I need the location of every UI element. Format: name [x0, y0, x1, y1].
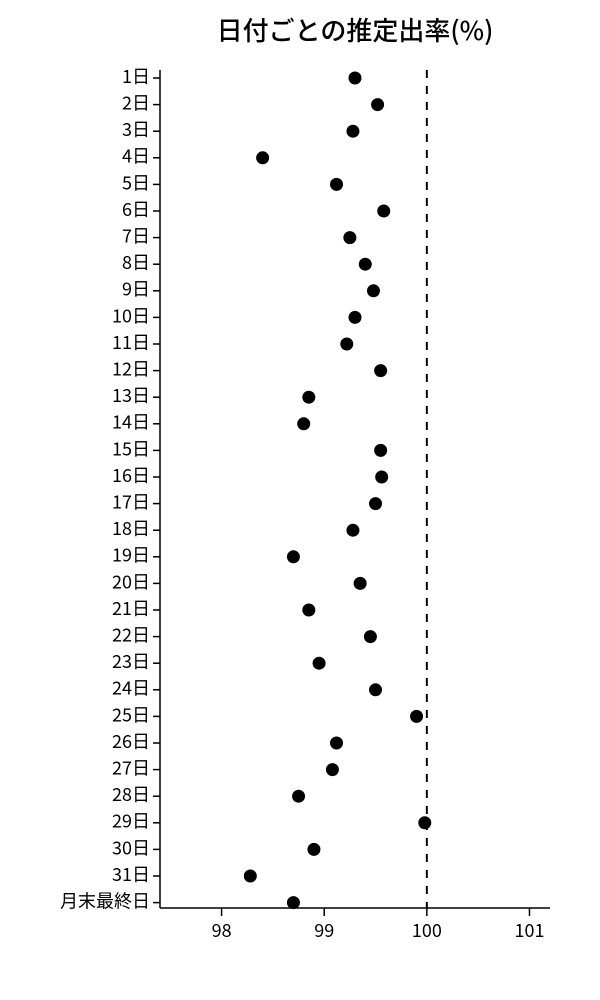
data-point	[410, 710, 423, 723]
y-tick-label: 11日	[112, 329, 150, 355]
data-point	[340, 338, 353, 351]
y-tick-label: 19日	[112, 542, 150, 568]
data-point	[343, 231, 356, 244]
data-point	[349, 72, 362, 85]
dot-chart: 日付ごとの推定出率(%)1日2日3日4日5日6日7日8日9日10日11日12日1…	[0, 0, 600, 1000]
y-tick-label: 8日	[122, 249, 150, 275]
x-tick-label: 100	[412, 917, 442, 943]
data-point	[313, 657, 326, 670]
y-tick-label: 17日	[112, 488, 150, 514]
y-tick-label: 27日	[112, 754, 150, 780]
chart-title: 日付ごとの推定出率(%)	[217, 11, 494, 48]
data-point	[330, 737, 343, 750]
data-point	[359, 258, 372, 271]
data-point	[330, 178, 343, 191]
data-point	[418, 816, 431, 829]
y-tick-label: 12日	[112, 355, 150, 381]
y-tick-label: 月末最終日	[60, 887, 150, 913]
y-tick-label: 22日	[112, 621, 150, 647]
y-tick-label: 14日	[112, 409, 150, 435]
data-point	[346, 524, 359, 537]
y-tick-label: 9日	[122, 276, 150, 302]
x-tick-label: 98	[212, 917, 232, 943]
data-point	[244, 870, 257, 883]
y-tick-label: 4日	[122, 143, 150, 169]
y-tick-label: 20日	[112, 568, 150, 594]
chart-container: 日付ごとの推定出率(%)1日2日3日4日5日6日7日8日9日10日11日12日1…	[0, 0, 600, 1000]
data-point	[256, 151, 269, 164]
y-tick-label: 1日	[122, 63, 150, 89]
y-tick-label: 6日	[122, 196, 150, 222]
data-point	[302, 604, 315, 617]
y-tick-label: 10日	[112, 302, 150, 328]
data-point	[307, 843, 320, 856]
y-tick-label: 24日	[112, 675, 150, 701]
y-tick-label: 15日	[112, 435, 150, 461]
y-tick-label: 18日	[112, 515, 150, 541]
y-tick-label: 7日	[122, 222, 150, 248]
data-point	[374, 364, 387, 377]
data-point	[287, 896, 300, 909]
data-point	[375, 471, 388, 484]
data-point	[369, 497, 382, 510]
data-point	[292, 790, 305, 803]
y-tick-label: 31日	[112, 861, 150, 887]
data-point	[349, 311, 362, 324]
data-point	[297, 417, 310, 430]
data-point	[346, 125, 359, 138]
y-tick-label: 23日	[112, 648, 150, 674]
y-tick-label: 26日	[112, 728, 150, 754]
data-point	[369, 683, 382, 696]
data-point	[326, 763, 339, 776]
y-tick-label: 25日	[112, 701, 150, 727]
x-tick-label: 99	[314, 917, 334, 943]
data-point	[374, 444, 387, 457]
data-point	[364, 630, 377, 643]
y-tick-label: 16日	[112, 462, 150, 488]
data-point	[354, 577, 367, 590]
y-tick-label: 30日	[112, 834, 150, 860]
y-tick-label: 2日	[122, 89, 150, 115]
data-point	[302, 391, 315, 404]
data-point	[377, 205, 390, 218]
y-tick-label: 3日	[122, 116, 150, 142]
y-tick-label: 21日	[112, 595, 150, 621]
data-point	[367, 284, 380, 297]
x-tick-label: 101	[514, 917, 544, 943]
data-point	[287, 550, 300, 563]
y-tick-label: 13日	[112, 382, 150, 408]
y-tick-label: 28日	[112, 781, 150, 807]
data-point	[371, 98, 384, 111]
y-tick-label: 29日	[112, 808, 150, 834]
y-tick-label: 5日	[122, 169, 150, 195]
